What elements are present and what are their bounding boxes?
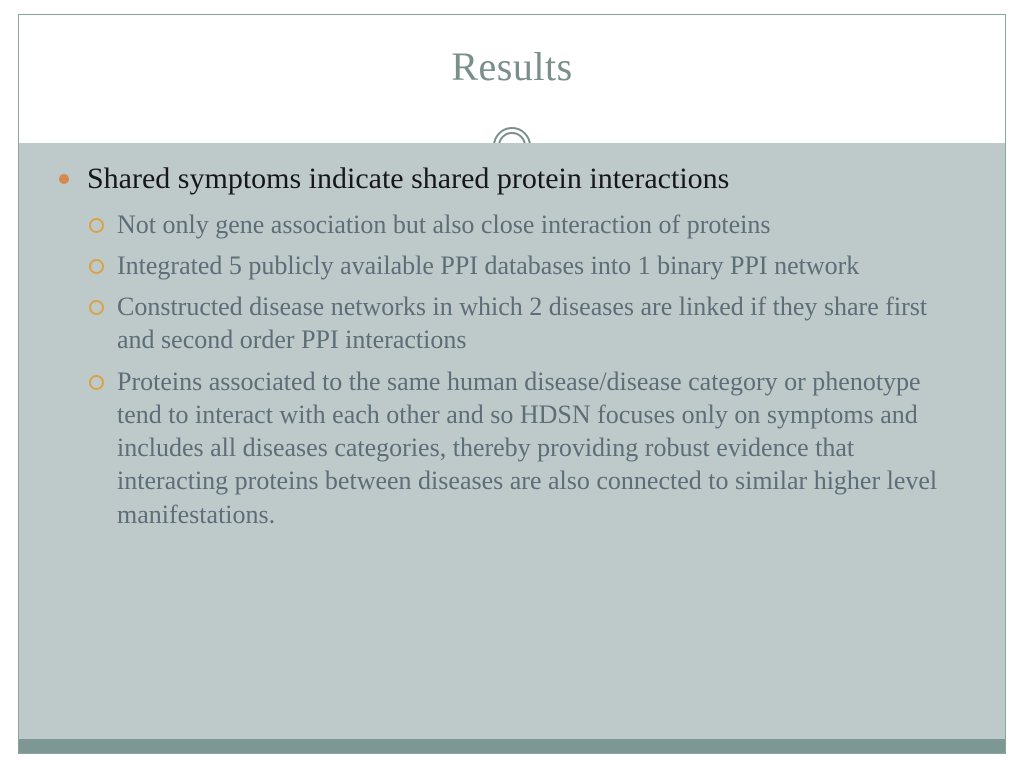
slide-frame: Results Shared symptoms indicate shared … bbox=[18, 14, 1006, 754]
bullet-text: Integrated 5 publicly available PPI data… bbox=[117, 251, 859, 280]
title-area: Results bbox=[19, 15, 1005, 125]
list-item: Constructed disease networks in which 2 … bbox=[87, 290, 969, 357]
content-body: Shared symptoms indicate shared protein … bbox=[19, 143, 1005, 739]
bullet-text: Shared symptoms indicate shared protein … bbox=[87, 162, 729, 195]
bullet-text: Constructed disease networks in which 2 … bbox=[117, 292, 927, 354]
bullet-list-level1: Shared symptoms indicate shared protein … bbox=[55, 161, 969, 531]
bullet-list-level2: Not only gene association but also close… bbox=[87, 208, 969, 531]
list-item: Shared symptoms indicate shared protein … bbox=[55, 161, 969, 531]
bullet-text: Not only gene association but also close… bbox=[117, 210, 770, 239]
list-item: Not only gene association but also close… bbox=[87, 208, 969, 241]
slide: Results Shared symptoms indicate shared … bbox=[0, 0, 1024, 768]
list-item: Proteins associated to the same human di… bbox=[87, 365, 969, 531]
bullet-text: Proteins associated to the same human di… bbox=[117, 367, 937, 529]
bottom-accent-band bbox=[19, 739, 1005, 753]
list-item: Integrated 5 publicly available PPI data… bbox=[87, 249, 969, 282]
slide-title: Results bbox=[19, 15, 1005, 90]
